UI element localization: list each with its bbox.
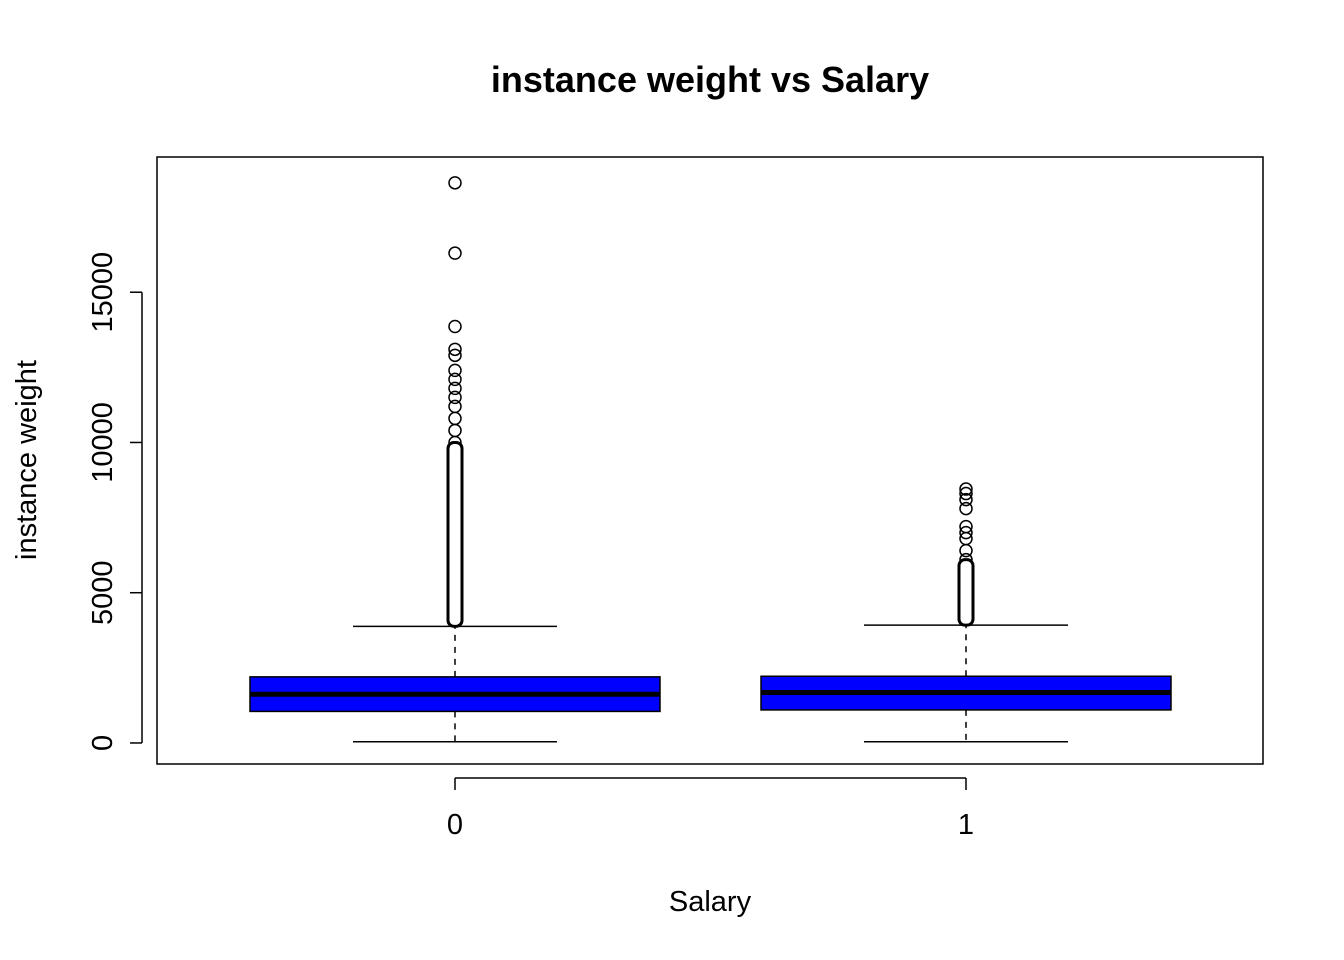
outlier-0-3 [448,342,462,357]
outlier-1-1 [959,486,973,501]
outlier-1-3 [959,501,973,516]
outlier-0-9 [448,399,462,414]
y-tick-label-15000: 15000 [87,252,119,333]
outlier-1-2 [959,492,973,507]
y-tick-label-5000: 5000 [87,560,119,625]
chart-title: instance weight vs Salary [491,59,929,100]
chart-marks: 0 5000 10000 15000 0 1 [87,176,1172,841]
outlier-0-6 [448,372,462,387]
outlier-0-5 [448,363,462,378]
plot-frame [156,156,1264,765]
outlier-0-2 [448,319,462,334]
outlier-1-5 [959,525,973,540]
x-tick-label-1: 1 [958,809,974,841]
outlier-0-11 [448,423,462,438]
y-tick-label-10000: 10000 [87,402,119,483]
outlier-band-0 [446,440,464,628]
y-axis-label: instance weight [11,360,43,560]
outlier-0-8 [448,390,462,405]
outlier-0-4 [448,348,462,363]
outlier-1-0 [959,482,973,496]
outlier-0-0 [448,176,462,190]
outlier-0-7 [448,381,462,396]
outlier-0-10 [448,411,462,426]
outlier-1-7 [959,543,973,558]
x-axis-label: Salary [669,886,752,918]
outlier-0-1 [448,246,462,260]
y-tick-label-0: 0 [87,735,119,751]
outlier-band-1 [957,558,975,627]
x-tick-label-0: 0 [447,809,463,841]
